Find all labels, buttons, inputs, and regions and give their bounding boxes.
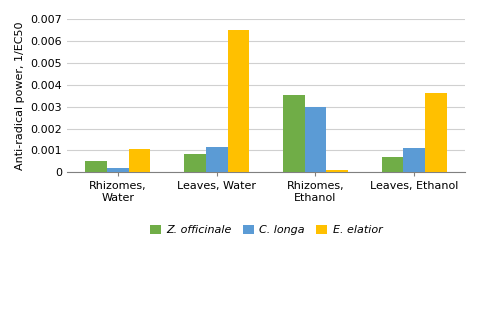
Bar <box>425 93 447 172</box>
Bar <box>206 147 228 172</box>
Bar <box>305 107 326 172</box>
Bar <box>228 30 249 172</box>
Bar <box>326 170 348 172</box>
Bar <box>85 161 107 172</box>
Bar <box>403 148 425 172</box>
Y-axis label: Anti-radical power, 1/EC50: Anti-radical power, 1/EC50 <box>15 21 25 170</box>
Legend: Z. officinale, C. longa, E. elatior: Z. officinale, C. longa, E. elatior <box>145 221 387 240</box>
Bar <box>382 158 403 172</box>
Bar <box>107 168 129 172</box>
Bar <box>184 154 206 172</box>
Bar <box>283 95 305 172</box>
Bar <box>129 149 150 172</box>
